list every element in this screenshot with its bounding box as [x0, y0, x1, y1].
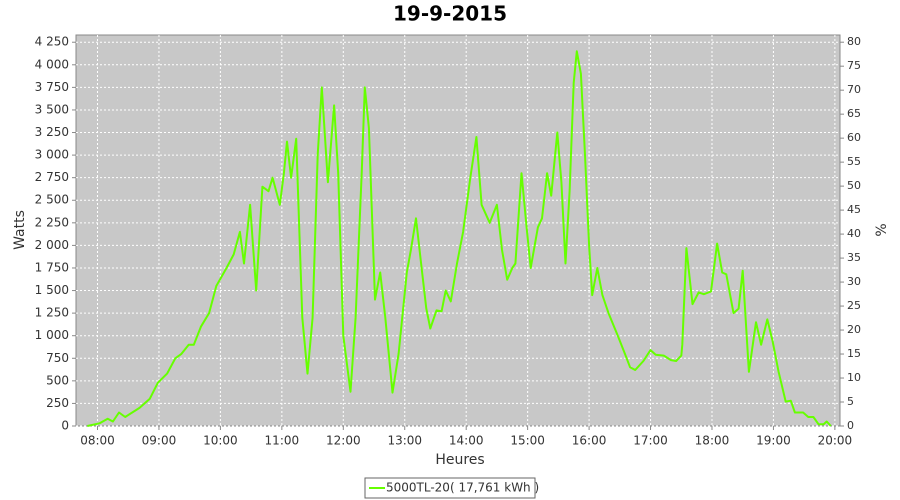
y-tick-label: 500: [46, 373, 69, 387]
y2-tick-label: 80: [847, 35, 861, 48]
y-tick-label: 2 000: [35, 238, 69, 252]
x-tick-label: 19:00: [756, 434, 791, 448]
y-tick-label: 250: [46, 396, 69, 410]
y2-tick-label: 70: [847, 83, 861, 96]
x-tick-label: 13:00: [387, 434, 422, 448]
y-tick-label: 2 500: [35, 193, 69, 207]
x-tick-label: 15:00: [510, 434, 545, 448]
y2-tick-label: 50: [847, 179, 861, 192]
y-tick-label: 1 500: [35, 283, 69, 297]
y2-axis-label: %: [874, 223, 890, 236]
y2-tick-label: 30: [847, 275, 861, 288]
y2-tick-label: 0: [847, 419, 854, 432]
y-tick-label: 4 000: [35, 57, 69, 71]
x-tick-label: 12:00: [326, 434, 361, 448]
y2-tick-label: 15: [847, 347, 861, 360]
legend: [364, 477, 536, 499]
y-tick-label: 4 250: [35, 35, 69, 49]
y2-tick-label: 60: [847, 131, 861, 144]
y-axis-label: Watts: [12, 210, 28, 250]
y-tick-label: 3 000: [35, 148, 69, 162]
x-tick-label: 09:00: [142, 434, 177, 448]
chart-title: 19-9-2015: [393, 2, 507, 26]
x-tick-label: 17:00: [633, 434, 668, 448]
y-tick-label: 3 750: [35, 80, 69, 94]
y2-tick-label: 35: [847, 251, 861, 264]
plot-area: [75, 34, 841, 427]
y2-tick-label: 20: [847, 323, 861, 336]
y2-tick-label: 5: [847, 395, 854, 408]
x-axis-label: Heures: [435, 452, 484, 468]
y2-tick-label: 75: [847, 59, 861, 72]
series-line: [87, 50, 832, 427]
y-tick-label: 1 750: [35, 260, 69, 274]
y-tick-label: 2 250: [35, 215, 69, 229]
y2-tick-label: 40: [847, 227, 861, 240]
legend-label: 5000TL-20( 17,761 kWh ): [386, 481, 539, 495]
y2-tick-label: 25: [847, 299, 861, 312]
y-tick-label: 750: [46, 351, 69, 365]
y-tick-label: 1 000: [35, 328, 69, 342]
x-tick-label: 20:00: [818, 434, 853, 448]
x-tick-label: 16:00: [572, 434, 607, 448]
x-tick-label: 11:00: [265, 434, 300, 448]
y-tick-label: 1 250: [35, 306, 69, 320]
x-tick-label: 10:00: [203, 434, 238, 448]
y-tick-label: 2 750: [35, 170, 69, 184]
x-tick-label: 14:00: [449, 434, 484, 448]
y-tick-label: 0: [61, 419, 69, 433]
y2-tick-label: 65: [847, 107, 861, 120]
x-tick-label: 18:00: [695, 434, 730, 448]
y2-tick-label: 55: [847, 155, 861, 168]
y-tick-label: 3 500: [35, 102, 69, 116]
x-tick-label: 08:00: [80, 434, 115, 448]
y-tick-label: 3 250: [35, 125, 69, 139]
y2-tick-label: 10: [847, 371, 861, 384]
y2-tick-label: 45: [847, 203, 861, 216]
